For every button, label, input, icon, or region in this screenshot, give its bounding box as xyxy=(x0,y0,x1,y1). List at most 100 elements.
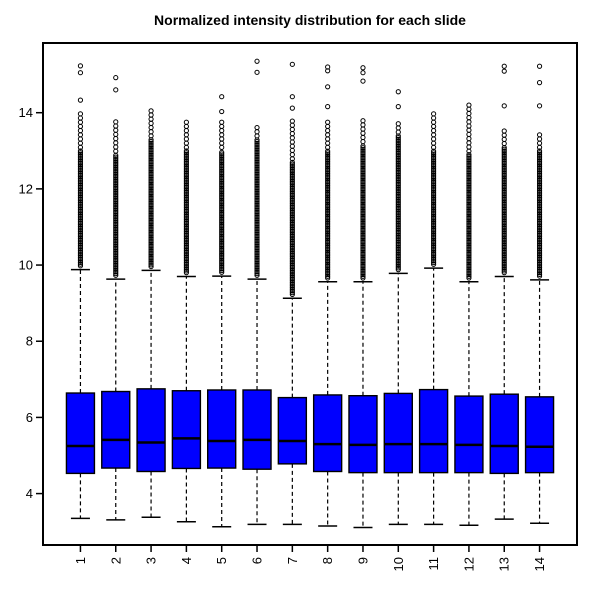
outlier-point xyxy=(536,186,543,192)
outlier-point xyxy=(254,240,260,246)
outlier-point xyxy=(77,244,84,250)
outlier-point xyxy=(325,119,331,125)
outlier-point xyxy=(113,264,119,270)
outlier-point xyxy=(77,239,84,245)
outlier-point xyxy=(183,234,189,240)
outlier-point xyxy=(395,231,401,237)
outlier-point xyxy=(501,247,507,253)
outlier-point xyxy=(254,241,260,248)
outlier-point xyxy=(148,108,154,114)
outlier-point xyxy=(431,220,437,226)
outlier-point xyxy=(254,164,260,170)
outlier-point xyxy=(183,119,189,125)
outlier-point xyxy=(466,275,472,281)
outlier-point xyxy=(113,272,119,278)
outlier-point xyxy=(501,192,507,199)
y-tick-label: 12 xyxy=(19,181,33,196)
outlier-point xyxy=(325,193,331,199)
outlier-point xyxy=(466,222,472,228)
outlier-point xyxy=(289,170,295,176)
outlier-point xyxy=(501,186,507,192)
outlier-point xyxy=(183,177,189,183)
outlier-point xyxy=(254,259,260,265)
outlier-point xyxy=(466,218,472,225)
outlier-point xyxy=(77,186,84,192)
outlier-point xyxy=(466,206,472,213)
outlier-point xyxy=(536,223,543,229)
outlier-point xyxy=(113,161,119,167)
outlier-point xyxy=(113,131,119,138)
outlier-point xyxy=(431,258,437,264)
outlier-point xyxy=(148,245,154,251)
outlier-point xyxy=(77,196,84,202)
outlier-point xyxy=(148,149,154,155)
outlier-point xyxy=(113,259,119,265)
outlier-point xyxy=(360,217,366,223)
outlier-point xyxy=(254,219,260,225)
outlier-point xyxy=(254,175,260,181)
outlier-point xyxy=(325,265,331,271)
outlier-point xyxy=(501,239,507,245)
outlier-point xyxy=(501,240,507,247)
outlier-point xyxy=(219,219,225,226)
outlier-point xyxy=(254,253,260,260)
outlier-point xyxy=(148,205,154,211)
boxplot-slide-10: 10 xyxy=(383,89,413,571)
outlier-point xyxy=(148,195,154,201)
outlier-point xyxy=(325,259,331,266)
outlier-point xyxy=(431,244,437,250)
outlier-point xyxy=(77,227,84,233)
outlier-point xyxy=(501,177,507,183)
outlier-point xyxy=(289,247,295,253)
outlier-point xyxy=(395,201,401,208)
outlier-point xyxy=(77,184,84,190)
outlier-point xyxy=(360,160,366,166)
outlier-point xyxy=(289,187,295,193)
outlier-point xyxy=(360,198,366,204)
outlier-point xyxy=(77,254,84,260)
outlier-point xyxy=(77,204,84,211)
outlier-point xyxy=(501,201,507,207)
outlier-point xyxy=(501,252,507,259)
outlier-point xyxy=(325,258,331,264)
outlier-point xyxy=(325,194,331,201)
outlier-point xyxy=(289,211,295,217)
outlier-point xyxy=(501,230,507,236)
outlier-point xyxy=(360,206,366,213)
outlier-point xyxy=(395,217,401,223)
outlier-point xyxy=(254,169,260,176)
outlier-point xyxy=(77,242,84,248)
outlier-point xyxy=(183,263,189,269)
outlier-point xyxy=(219,259,225,265)
extreme-outlier-point xyxy=(536,103,543,109)
outlier-point xyxy=(148,167,154,174)
outlier-point xyxy=(360,256,366,262)
outlier-point xyxy=(289,202,295,208)
extreme-outlier-point xyxy=(219,94,225,100)
outlier-point xyxy=(77,179,84,185)
plot-border xyxy=(42,42,578,546)
outlier-point xyxy=(219,230,225,236)
outlier-point xyxy=(148,173,154,179)
outlier-point xyxy=(360,193,366,199)
outlier-point xyxy=(360,203,366,209)
boxplot-slide-8: 8 xyxy=(312,64,343,564)
outlier-point xyxy=(431,199,437,206)
outlier-point xyxy=(466,106,472,112)
outlier-point xyxy=(395,258,401,264)
outlier-point xyxy=(113,156,119,162)
outlier-point xyxy=(466,179,472,185)
outlier-point xyxy=(431,119,437,125)
extreme-outlier-point xyxy=(325,64,331,70)
outlier-point xyxy=(501,242,507,248)
outlier-point xyxy=(501,208,507,214)
outlier-point xyxy=(360,167,366,173)
outlier-point xyxy=(395,248,401,254)
outlier-point xyxy=(431,169,437,175)
outlier-point xyxy=(254,142,260,148)
outlier-point xyxy=(219,173,225,179)
outlier-point xyxy=(148,236,154,242)
outlier-point xyxy=(360,241,366,247)
x-tick-label: 8 xyxy=(320,557,335,564)
outlier-point xyxy=(113,148,119,154)
